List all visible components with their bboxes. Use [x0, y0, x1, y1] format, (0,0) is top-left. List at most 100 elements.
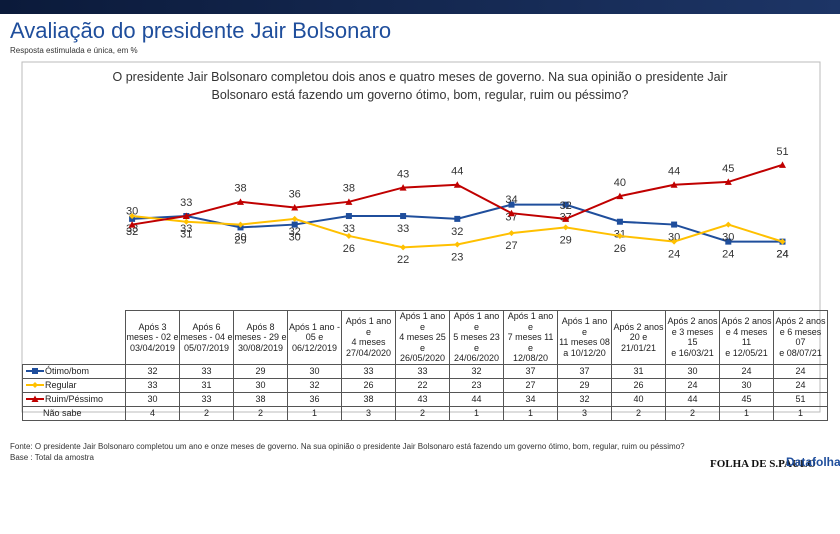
legend-swatch: [26, 382, 44, 389]
table-value: 1: [503, 405, 558, 421]
marker: [128, 221, 136, 228]
table-value: 22: [395, 377, 450, 393]
table-value: 33: [341, 363, 396, 379]
legend-swatch: [26, 395, 44, 403]
table-value: 29: [233, 363, 288, 379]
marker: [129, 213, 136, 220]
table-value: 37: [503, 363, 558, 379]
marker: [400, 244, 407, 251]
table-row: Regular 33 31 30 32 26 22 23 27 29 26 24 30 24: [22, 377, 828, 393]
marker: [562, 215, 570, 222]
table-value: 2: [611, 405, 666, 421]
marker: [562, 224, 569, 231]
row-label: Ótimo/bom: [45, 365, 90, 376]
table-value: 44: [665, 391, 720, 407]
table-value: 30: [287, 363, 342, 379]
category: Após 2 anos e 3 meses 15 e 16/03/21: [665, 310, 720, 365]
table-value: 34: [503, 391, 558, 407]
data-label: 40: [614, 177, 626, 189]
marker: [454, 241, 461, 248]
marker: [562, 201, 569, 208]
table-value: 31: [611, 363, 666, 379]
header-row: Após 3 meses - 02 e 03/04/2019 Após 6 mes…: [23, 310, 828, 365]
table-row: Ruim/Péssimo 30 33 38 36 38 43 44 34 32 40 44 45 51: [22, 391, 828, 407]
row-label: Não sabe: [43, 407, 82, 418]
data-label: 32: [560, 200, 572, 212]
table-value: 1: [287, 405, 342, 421]
table-value: 44: [449, 391, 504, 407]
category: Após 6 meses - 04 e 05/07/2019: [179, 310, 234, 365]
table-value: 29: [557, 377, 612, 393]
marker: [291, 204, 299, 211]
marker: [345, 232, 352, 239]
marker: [508, 201, 515, 208]
category: Após 8 meses - 29 e 30/08/2019: [233, 310, 288, 365]
marker: [400, 213, 407, 220]
table-value: 32: [449, 363, 504, 379]
data-label: 33: [397, 223, 409, 235]
table-value: 1: [773, 405, 828, 421]
data-label: 32: [126, 226, 138, 238]
corner: [23, 311, 126, 365]
table-value: 31: [179, 377, 234, 393]
table-row: Ótimo/bom 32 33 29 30 33 33 32 37 37 31 30 24 24: [22, 363, 828, 379]
table-value: 33: [395, 363, 450, 379]
logo-folha: FOLHA DE S.PAULO: [710, 458, 816, 470]
row-label: Ruim/Péssimo: [45, 393, 104, 404]
data-label: 33: [126, 223, 138, 235]
marker: [670, 181, 678, 188]
marker: [32, 368, 38, 375]
marker: [345, 198, 353, 205]
marker: [671, 238, 678, 245]
table-value: 30: [233, 377, 288, 393]
data-label: 24: [668, 249, 680, 261]
data-label: 26: [343, 243, 355, 255]
marker: [725, 221, 732, 228]
table-value: 24: [773, 363, 828, 379]
logo-datafolha: Datafolha: [786, 455, 840, 469]
data-label: 33: [180, 197, 192, 209]
table-value: 2: [179, 405, 234, 421]
data-label: 24: [776, 249, 788, 261]
table-value: 27: [503, 377, 558, 393]
marker: [508, 230, 515, 237]
data-label: 38: [343, 183, 355, 195]
source: Fonte: O presidente Jair Bolsonaro compl…: [10, 442, 685, 451]
marker: [183, 218, 190, 225]
table-value: 2: [665, 405, 720, 421]
category: Após 3 meses - 02 e 03/04/2019: [125, 310, 180, 365]
marker: [32, 382, 38, 389]
data-label: 30: [234, 231, 246, 243]
table-value: 38: [341, 391, 396, 407]
data-label: 30: [722, 231, 734, 243]
table-value: 33: [179, 391, 234, 407]
marker: [671, 221, 678, 228]
table-value: 26: [611, 377, 666, 393]
marker: [399, 184, 407, 191]
marker: [725, 238, 732, 245]
table-value: 37: [557, 363, 612, 379]
data-label: 24: [722, 249, 734, 261]
data-label: 30: [126, 205, 138, 217]
data-label: 31: [180, 229, 192, 241]
table-value: 30: [665, 363, 720, 379]
marker: [454, 215, 461, 222]
data-label: 33: [343, 223, 355, 235]
category: Após 1 ano - 05 e 06/12/2019: [287, 310, 342, 365]
table-value: 1: [449, 405, 504, 421]
marker: [31, 395, 39, 403]
data-label: 44: [451, 166, 463, 178]
data-label: 38: [234, 183, 246, 195]
table-value: 26: [341, 377, 396, 393]
table-value: 3: [557, 405, 612, 421]
marker: [616, 192, 624, 200]
table-value: 4: [125, 405, 180, 421]
data-label: 26: [614, 243, 626, 255]
data-label: 29: [560, 234, 572, 246]
table-value: 2: [233, 405, 288, 421]
data-label: 29: [234, 234, 246, 246]
marker: [237, 198, 244, 205]
marker: [345, 213, 352, 220]
table-value: 24: [773, 377, 828, 393]
